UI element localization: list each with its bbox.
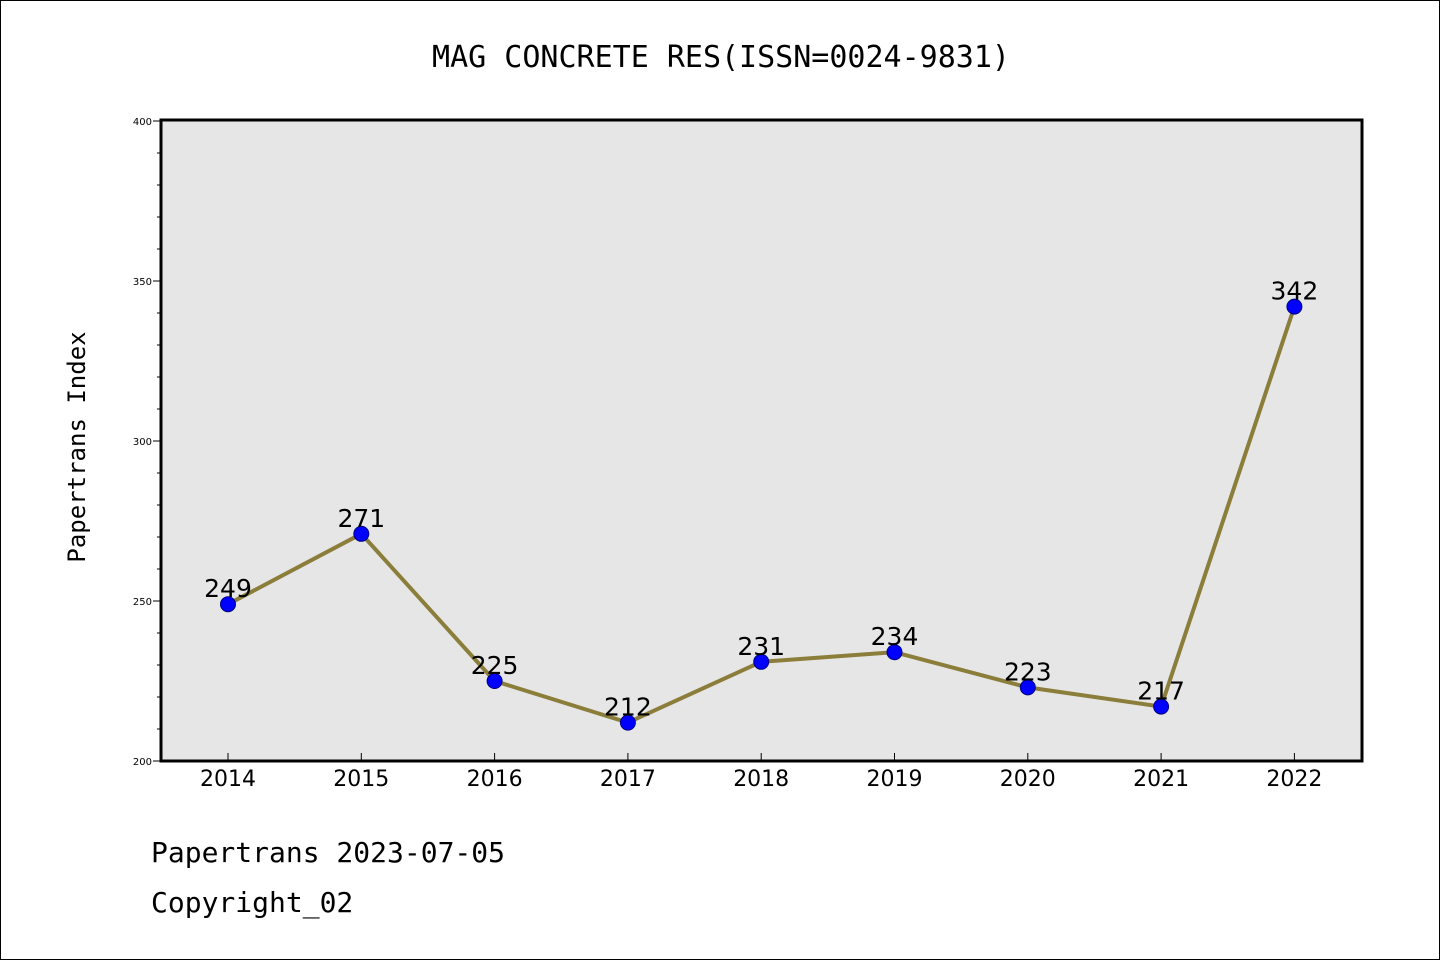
x-tick-label: 2016 (467, 767, 523, 792)
data-label-group: 249 271 225 212 231 234 223 217 342 (204, 277, 1318, 722)
x-tick-label: 2015 (333, 767, 389, 792)
data-label: 212 (604, 693, 652, 722)
data-label: 234 (871, 622, 919, 651)
data-point (1153, 698, 1170, 715)
data-label: 217 (1137, 677, 1185, 706)
x-tick-label: 2021 (1133, 767, 1189, 792)
data-point (1286, 298, 1303, 315)
y-axis-ticks: 200 250 300 350 400 (133, 117, 161, 768)
data-label: 223 (1004, 657, 1052, 686)
data-label: 249 (204, 574, 252, 603)
y-axis-label: Papertrans Index (63, 331, 91, 562)
x-tick-label: 2022 (1266, 767, 1322, 792)
x-axis-ticks: 2014 2015 2016 2017 2018 2019 2020 2021 2022 (200, 753, 1322, 792)
data-label: 271 (337, 504, 385, 533)
data-point (486, 673, 503, 689)
data-label: 231 (737, 632, 785, 661)
y-tick-label: 350 (133, 277, 152, 288)
y-tick-label: 200 (133, 757, 152, 768)
data-label: 342 (1271, 277, 1319, 306)
data-point (886, 644, 903, 661)
data-point (220, 596, 236, 613)
data-point (619, 714, 636, 731)
x-tick-label: 2014 (200, 767, 256, 792)
x-tick-label: 2017 (600, 767, 656, 792)
y-tick-label: 300 (133, 437, 152, 448)
footer-date: Papertrans 2023-07-05 (151, 836, 506, 869)
x-tick-label: 2020 (1000, 767, 1056, 792)
data-point (1019, 679, 1036, 696)
y-tick-label: 400 (133, 117, 152, 128)
footer-copyright: Copyright_02 (151, 886, 354, 919)
y-minor-ticks (157, 152, 161, 730)
chart-title: MAG CONCRETE RES(ISSN=0024-9831) (432, 40, 1010, 75)
data-label: 225 (471, 651, 519, 680)
data-point (353, 525, 370, 542)
data-point (753, 653, 770, 670)
marker-group (220, 298, 1303, 731)
y-tick-label: 250 (133, 597, 152, 608)
x-tick-label: 2018 (733, 767, 789, 792)
x-tick-label: 2019 (867, 767, 923, 792)
